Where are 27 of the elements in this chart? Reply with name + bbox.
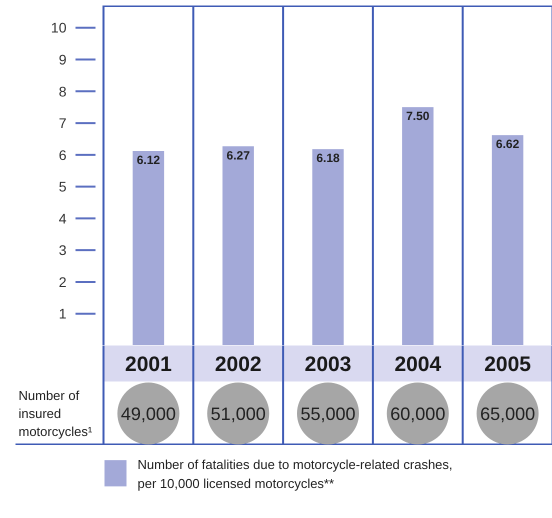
y-tick-label: 3 bbox=[58, 242, 67, 258]
x-tick-label: 2004 bbox=[394, 353, 442, 376]
text: 6.27 bbox=[226, 148, 250, 162]
y-tick-label: 2 bbox=[58, 274, 67, 290]
x-tick-label: 2003 bbox=[304, 353, 352, 376]
y-tick-label: 9 bbox=[58, 52, 67, 68]
text: 51,000 bbox=[210, 404, 266, 424]
text: 60,000 bbox=[390, 404, 446, 424]
y-tick-label: 4 bbox=[58, 210, 67, 226]
y-tick-label: 5 bbox=[58, 178, 67, 195]
y-tick-label: 6 bbox=[58, 146, 67, 163]
x-tick-label: 2005 bbox=[484, 353, 532, 376]
y-tick-label: 10 bbox=[50, 20, 67, 36]
x-tick-label: 2001 bbox=[125, 353, 172, 376]
text: 7.50 bbox=[406, 109, 430, 124]
text: 65,000 bbox=[480, 404, 536, 424]
text: 55,000 bbox=[300, 404, 356, 424]
text: Number of insured motorcycles¹ bbox=[18, 388, 93, 439]
y-tick-label: 7 bbox=[58, 115, 67, 132]
text: 6.12 bbox=[136, 153, 160, 168]
text: 6.62 bbox=[496, 137, 520, 152]
legend-label: Number of fatalities due to motorcycle-related crashes, per 10,000 licensed motorcycles** bbox=[138, 457, 453, 491]
y-tick-label: 1 bbox=[58, 306, 67, 322]
text: 49,000 bbox=[120, 404, 176, 424]
text: 6.18 bbox=[316, 151, 340, 166]
x-tick-label: 2002 bbox=[214, 353, 262, 376]
y-tick-label: 8 bbox=[58, 83, 67, 100]
